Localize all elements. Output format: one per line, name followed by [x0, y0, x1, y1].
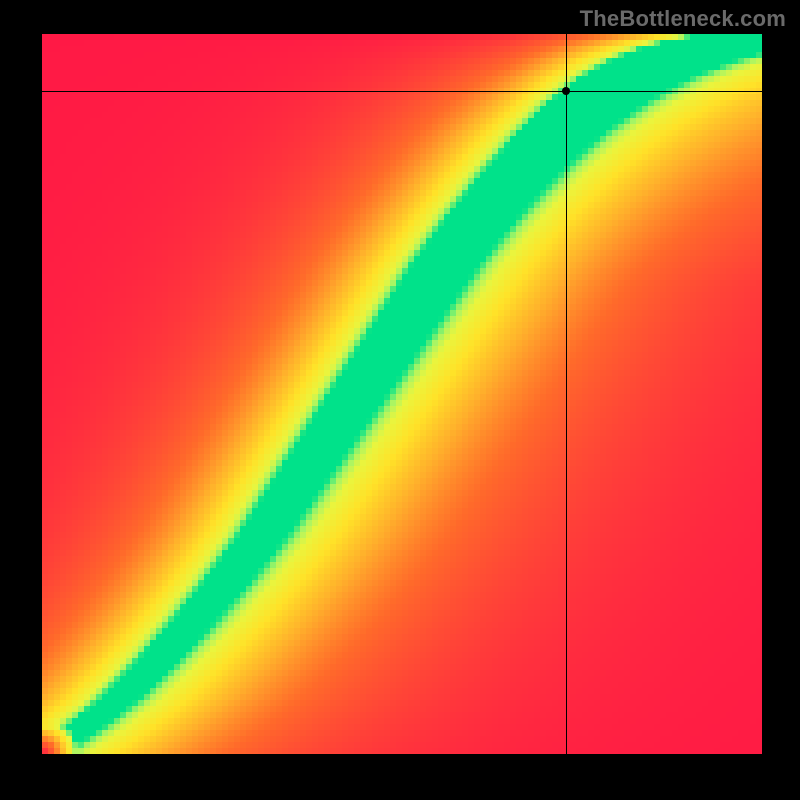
crosshair-horizontal [42, 91, 762, 92]
watermark-text: TheBottleneck.com [580, 6, 786, 32]
chart-container: TheBottleneck.com [0, 0, 800, 800]
marker-dot [562, 87, 570, 95]
crosshair-vertical [566, 34, 567, 754]
bottleneck-heatmap [42, 34, 762, 754]
